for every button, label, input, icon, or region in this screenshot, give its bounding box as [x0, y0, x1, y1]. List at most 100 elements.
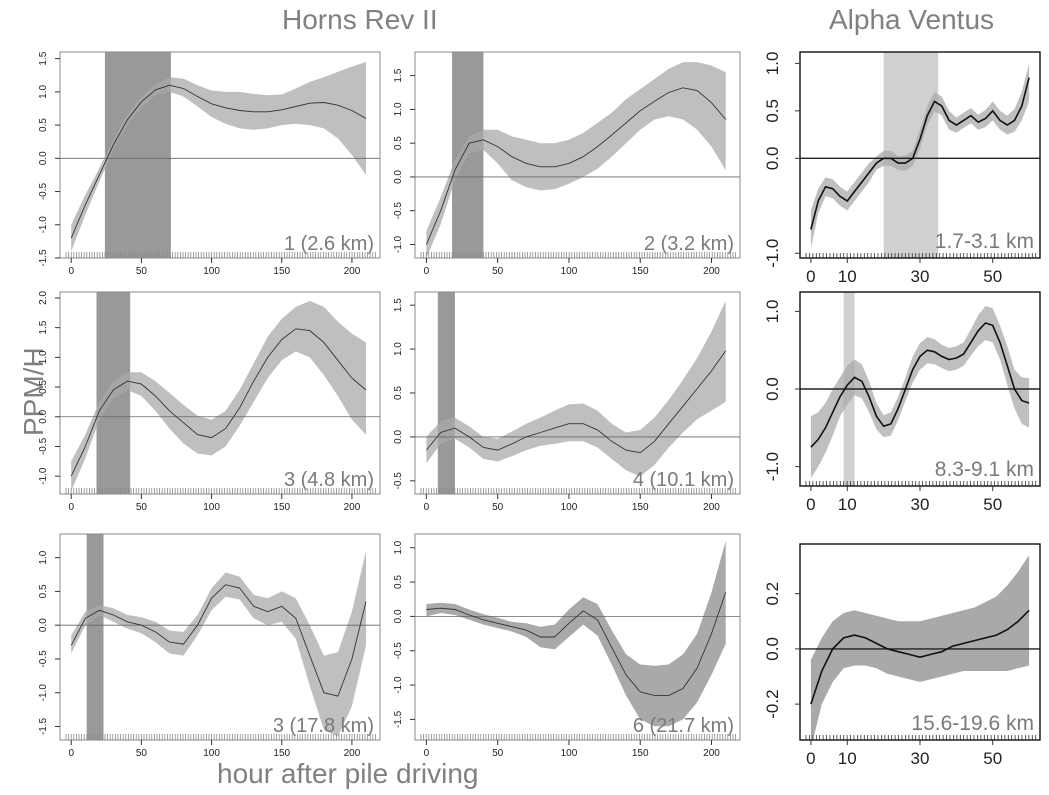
confidence-band [810, 306, 1030, 479]
x-tick-label: 150 [273, 266, 290, 277]
x-tick-label: 0 [806, 749, 815, 768]
y-tick-label: -1.0 [38, 216, 49, 234]
x-tick-label: 100 [561, 748, 578, 759]
y-tick-label: 0.2 [763, 582, 782, 606]
x-tick-label: 100 [203, 748, 220, 759]
x-tick-label: 100 [203, 502, 220, 513]
y-tick-label: 0.0 [763, 147, 782, 171]
y-tick-label: -0.2 [763, 689, 782, 718]
series-line [425, 87, 727, 245]
rug-ticks [805, 253, 1037, 258]
series-line [426, 592, 727, 696]
chart-panel: -1.0 -0.5 0.0 0.5 1.0 1.5 2.0 0 50 100 150 200 3 (4.… [38, 291, 381, 513]
x-tick-label: 0 [424, 748, 430, 759]
x-tick-label: 200 [703, 266, 720, 277]
y-tick-label: 0.5 [763, 99, 782, 123]
chart-panel: -0.5 0.0 0.5 1.0 1.5 0 50 100 150 200 4 (10.1 km) [393, 291, 741, 513]
x-tick-label: 50 [983, 267, 1002, 286]
confidence-band [426, 540, 726, 727]
y-tick-label: 0.0 [393, 430, 404, 444]
y-tick-label: -0.5 [38, 182, 49, 200]
chart-panel: -1.0 -0.5 0.0 0.5 1.0 1.5 0 50 100 150 200 2 (3.2 k… [393, 51, 741, 277]
series-line [70, 84, 367, 239]
x-tick-label: 50 [492, 502, 504, 513]
y-tick-label: -1.5 [393, 710, 404, 728]
y-tick-label: -1.0 [393, 235, 404, 253]
y-tick-label: 0.5 [38, 118, 49, 132]
panel-label: 1 (2.6 km) [284, 233, 374, 255]
x-tick-label: 30 [911, 749, 930, 768]
x-tick-label: 10 [838, 495, 857, 514]
y-tick-label: 1.5 [38, 51, 49, 65]
y-tick-label: -1.0 [38, 684, 49, 702]
x-tick-label: 200 [703, 748, 720, 759]
confidence-band [71, 550, 366, 737]
group-title-horns-rev: Horns Rev II [282, 4, 438, 35]
pile-driving-window [437, 292, 455, 494]
chart-panel: -1.5 -1.0 -0.5 0.0 0.5 1.0 1.5 0 50 100 150 200 1 (2… [38, 51, 381, 277]
rug-ticks [805, 735, 1037, 740]
x-tick-label: 0 [68, 502, 74, 513]
confidence-band [71, 300, 366, 491]
series-line [810, 609, 1030, 705]
y-tick-label: -0.5 [38, 650, 49, 668]
series-line [810, 77, 1030, 230]
y-tick-label: 0.5 [38, 380, 49, 394]
y-tick-label: 0.5 [393, 136, 404, 150]
y-tick-label: -0.5 [393, 642, 404, 660]
x-tick-label: 0 [806, 267, 815, 286]
plot-frame [59, 51, 381, 259]
chart-panel: -1.5 -1.0 -0.5 0.0 0.5 1.0 0 50 100 150 200 3 (17.8… [38, 533, 381, 759]
y-tick-label: 0.0 [38, 618, 49, 632]
y-tick-label: -1.0 [393, 676, 404, 694]
pile-driving-window [86, 534, 104, 740]
x-tick-label: 100 [561, 502, 578, 513]
series-line [810, 322, 1030, 448]
series-line [426, 350, 727, 454]
y-tick-label: 0.0 [763, 377, 782, 401]
panel-label: 1.7-3.1 km [935, 230, 1034, 253]
x-tick-label: 50 [136, 266, 148, 277]
x-tick-label: 200 [344, 502, 361, 513]
rug-ticks [65, 252, 376, 258]
x-tick-label: 150 [273, 502, 290, 513]
y-tick-label: -1.0 [763, 452, 782, 481]
y-tick-label: 1.0 [393, 102, 404, 116]
x-tick-label: 10 [838, 749, 857, 768]
x-tick-label: 50 [983, 495, 1002, 514]
y-tick-label: -1.5 [38, 249, 49, 267]
plot-frame [59, 291, 381, 495]
y-tick-label: 1.5 [393, 298, 404, 312]
panel-label: 2 (3.2 km) [644, 233, 734, 255]
x-tick-label: 50 [136, 748, 148, 759]
x-tick-label: 0 [68, 748, 74, 759]
x-axis-label: hour after pile driving [217, 758, 479, 789]
x-tick-label: 100 [203, 266, 220, 277]
y-tick-label: 0.5 [393, 575, 404, 589]
panel-label: 3 (17.8 km) [273, 715, 374, 737]
x-tick-label: 150 [273, 748, 290, 759]
rug-ticks [65, 488, 376, 494]
y-tick-label: -0.5 [393, 472, 404, 490]
confidence-band [426, 300, 726, 477]
y-tick-label: 1.0 [763, 300, 782, 324]
x-tick-label: 0 [424, 502, 430, 513]
x-tick-label: 150 [632, 502, 649, 513]
plot-frame [414, 533, 741, 741]
rug-ticks [805, 481, 1037, 486]
group-title-alpha-ventus: Alpha Ventus [829, 4, 995, 35]
x-tick-label: 150 [632, 266, 649, 277]
y-tick-label: 1.0 [763, 52, 782, 76]
series-line [70, 584, 367, 697]
panel-label: 8.3-9.1 km [935, 458, 1034, 481]
rug-ticks [420, 734, 736, 740]
x-tick-label: 30 [911, 495, 930, 514]
y-tick-label: 0.0 [393, 170, 404, 184]
y-tick-label: 0.0 [393, 609, 404, 623]
y-tick-label: 1.0 [38, 84, 49, 98]
y-tick-label: 1.5 [393, 68, 404, 82]
rug-ticks [420, 488, 736, 494]
y-tick-label: 0.0 [763, 637, 782, 661]
x-tick-label: 200 [703, 502, 720, 513]
